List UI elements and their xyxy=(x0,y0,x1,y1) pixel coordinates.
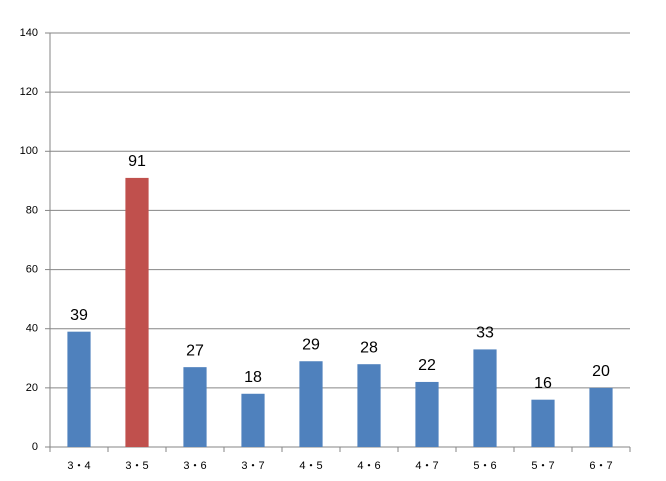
value-label: 33 xyxy=(476,325,494,342)
bar xyxy=(531,399,555,447)
x-tick-label: 3・5 xyxy=(125,460,148,472)
y-tick-label: 100 xyxy=(20,145,38,157)
bar xyxy=(473,349,497,447)
bar xyxy=(67,331,91,447)
y-tick-label: 120 xyxy=(20,86,38,98)
bar xyxy=(415,381,439,447)
x-tick-label: 5・6 xyxy=(473,460,496,472)
y-tick-label: 140 xyxy=(20,27,38,39)
value-label: 22 xyxy=(418,357,436,374)
x-tick-label: 3・7 xyxy=(241,460,264,472)
y-tick-label: 60 xyxy=(26,263,38,275)
bar xyxy=(589,387,613,447)
value-label: 18 xyxy=(244,369,262,386)
x-tick-label: 4・7 xyxy=(415,460,438,472)
value-label: 28 xyxy=(360,339,378,356)
bar xyxy=(183,367,207,447)
y-tick-label: 80 xyxy=(26,204,38,216)
bar xyxy=(241,393,265,447)
value-label: 27 xyxy=(186,342,204,359)
x-tick-label: 5・7 xyxy=(531,460,554,472)
value-label: 16 xyxy=(534,375,552,392)
bar xyxy=(125,177,149,447)
bar xyxy=(357,364,381,447)
x-tick-label: 4・6 xyxy=(357,460,380,472)
x-tick-label: 4・5 xyxy=(299,460,322,472)
value-label: 91 xyxy=(128,153,146,170)
y-tick-label: 0 xyxy=(32,441,38,453)
value-label: 29 xyxy=(302,336,320,353)
x-tick-label: 3・4 xyxy=(67,460,90,472)
bar xyxy=(299,361,323,447)
y-tick-label: 40 xyxy=(26,323,38,335)
x-tick-label: 3・6 xyxy=(183,460,206,472)
y-tick-label: 20 xyxy=(26,382,38,394)
value-label: 39 xyxy=(70,307,88,324)
x-tick-label: 6・7 xyxy=(589,460,612,472)
value-label: 20 xyxy=(592,363,610,380)
